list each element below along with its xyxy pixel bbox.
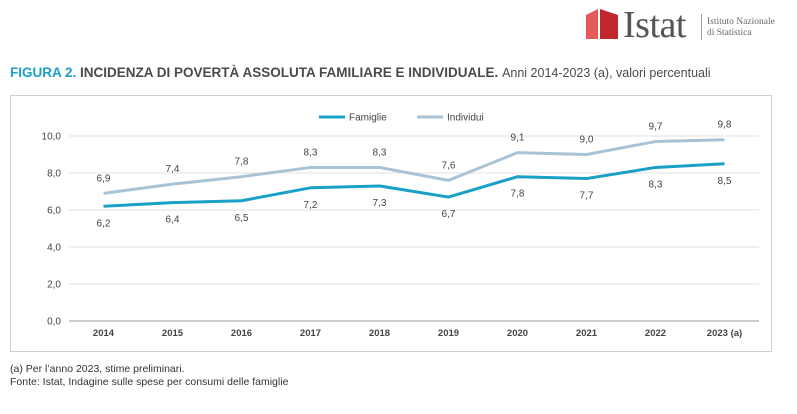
data-label-individui: 8,3 — [304, 147, 318, 158]
x-tick-label: 2014 — [93, 328, 115, 339]
y-tick-label: 4,0 — [47, 243, 61, 254]
data-label-individui: 8,3 — [373, 147, 387, 158]
line-chart: 0,0 2,0 4,0 6,0 8,0 10,0 2014 2015 2016 2017 2018… — [42, 113, 759, 339]
data-label-famiglie: 8,3 — [649, 179, 663, 190]
x-tick-label: 2015 — [162, 328, 184, 339]
data-label-famiglie: 6,2 — [97, 218, 111, 229]
x-tick-label: 2017 — [300, 328, 321, 339]
data-label-famiglie: 6,4 — [166, 215, 180, 226]
istat-wordmark: Istat — [623, 4, 686, 46]
data-label-individui: 7,4 — [166, 164, 180, 175]
x-tick-label: 2016 — [231, 328, 252, 339]
data-label-famiglie: 7,7 — [580, 191, 594, 202]
data-label-individui: 9,8 — [718, 120, 732, 131]
y-tick-label: 8,0 — [47, 169, 61, 180]
footnote-a: (a) Per l’anno 2023, stime preliminari. — [10, 363, 185, 375]
x-tick-label: 2018 — [369, 328, 390, 339]
data-label-famiglie: 7,2 — [304, 200, 318, 211]
data-label-individui: 7,8 — [235, 157, 249, 168]
figure-main-title: INCIDENZA DI POVERTÀ ASSOLUTA FAMILIARE … — [80, 65, 499, 80]
data-label-famiglie: 7,8 — [511, 189, 525, 200]
data-label-famiglie: 6,5 — [235, 213, 249, 224]
figure-label: FIGURA 2. — [10, 65, 77, 80]
logo-subtitle-line2: di Statistica — [707, 28, 752, 38]
legend-label-famiglie: Famiglie — [349, 113, 387, 124]
legend-label-individui: Individui — [447, 113, 484, 124]
data-label-individui: 9,7 — [649, 122, 663, 133]
x-tick-label: 2019 — [438, 328, 459, 339]
data-label-individui: 9,0 — [580, 135, 594, 146]
figure-notes: (a) Per l’anno 2023, stime preliminari. … — [10, 363, 288, 389]
series-line-famiglie — [103, 162, 725, 208]
x-tick-label: 2023 (a) — [707, 328, 742, 339]
figure-subtitle: Anni 2014-2023 (a), valori percentuali — [502, 66, 711, 80]
source-note: Fonte: Istat, Indagine sulle spese per c… — [10, 376, 289, 388]
y-tick-label: 2,0 — [47, 280, 61, 291]
chart-frame: 0,0 2,0 4,0 6,0 8,0 10,0 2014 2015 2016 2017 2018… — [10, 95, 772, 352]
data-label-famiglie: 8,5 — [718, 176, 732, 187]
istat-logo-subtitle: Istituto Nazionale di Statistica — [707, 17, 775, 39]
data-label-individui: 6,9 — [97, 173, 111, 184]
x-tick-label: 2022 — [645, 328, 666, 339]
figure-title: FIGURA 2. INCIDENZA DI POVERTÀ ASSOLUTA … — [10, 64, 711, 82]
istat-logo-mark — [586, 9, 618, 39]
data-label-famiglie: 6,7 — [442, 209, 456, 220]
data-label-famiglie: 7,3 — [373, 198, 387, 209]
y-tick-label: 10,0 — [42, 132, 62, 143]
x-tick-label: 2020 — [507, 328, 528, 339]
logo-subtitle-line1: Istituto Nazionale — [707, 17, 775, 27]
y-tick-label: 0,0 — [47, 317, 61, 328]
logo-separator — [701, 14, 702, 40]
y-tick-label: 6,0 — [47, 206, 61, 217]
x-tick-label: 2021 — [576, 328, 598, 339]
data-label-individui: 7,6 — [442, 160, 456, 171]
series-line-individui — [103, 138, 725, 195]
data-label-individui: 9,1 — [511, 133, 525, 144]
